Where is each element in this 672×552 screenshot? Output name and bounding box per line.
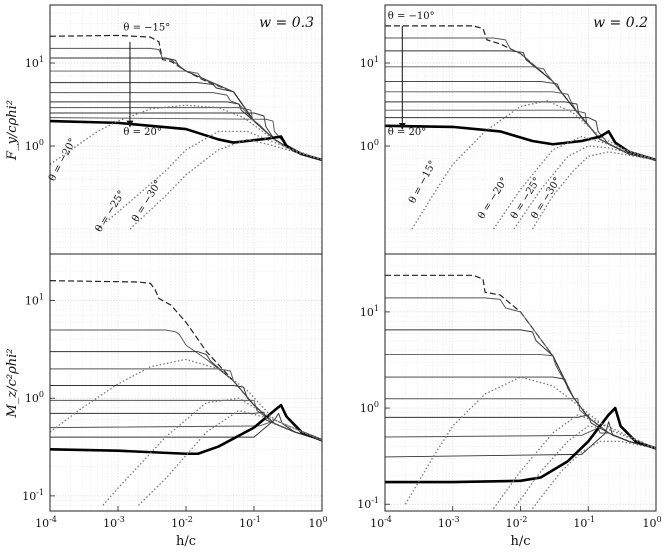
series-line-9: [385, 124, 656, 162]
y-tick-label: 101: [25, 293, 44, 308]
series-line-12: [513, 425, 656, 509]
x-tick-label: 10-2: [171, 515, 193, 530]
x-axis-label: h/c: [510, 534, 530, 549]
y-axis-label: M_z/c²ρhi²: [5, 349, 20, 419]
plot-frame: [384, 253, 657, 512]
series-line-12: [138, 409, 322, 506]
x-tick-label: 10-4: [35, 515, 57, 530]
y-tick-label: 100: [25, 390, 44, 405]
series-line-11: [493, 135, 656, 230]
series-line-13: [531, 151, 656, 230]
y-tick-label: 100: [25, 138, 44, 153]
series-line-2: [50, 57, 322, 161]
series-line-13: [129, 138, 322, 230]
y-tick-label: 101: [360, 55, 379, 70]
series-line-11: [50, 104, 322, 165]
y-tick-label: 101: [25, 55, 44, 70]
x-tick-label: 10-1: [239, 515, 261, 530]
x-tick-label: 10-3: [103, 515, 125, 530]
y-tick-label: 10-1: [357, 496, 379, 511]
series-group: [385, 274, 656, 510]
y-tick-label: 10-1: [22, 488, 44, 503]
y-tick-label: 100: [360, 400, 379, 415]
theta-annotation: θ = −20°: [47, 137, 79, 184]
y-tick-label: 101: [360, 304, 379, 319]
chart-panel-p22: 10-1 100 101 10-4 10-3 10-2 10-1 100 h/c: [357, 253, 662, 549]
theta-annotation: θ = −10°: [388, 11, 435, 22]
chart-panel-p21: 10-1 100 101 10-4 10-3 10-2 10-1 100 h/c M_z/c²ρh…: [5, 253, 328, 549]
x-tick-label: 10-4: [370, 515, 392, 530]
series-group: [50, 34, 322, 230]
series-line-10: [411, 100, 656, 230]
series-group: [50, 280, 322, 506]
series-group: [385, 25, 656, 230]
x-tick-label: 100: [642, 515, 661, 530]
theta-annotation: θ = 20°: [123, 127, 161, 138]
series-line-12: [513, 145, 656, 230]
series-line-10: [404, 376, 656, 505]
series-line-13: [531, 440, 656, 510]
theta-annotation: θ = 20°: [388, 127, 426, 138]
x-axis-label: h/c: [176, 534, 196, 549]
panel-title: w = 0.2: [593, 15, 648, 31]
series-line-8: [385, 421, 656, 458]
grid: [49, 253, 322, 512]
series-line-11: [102, 397, 322, 506]
series-line-10: [50, 119, 322, 162]
chart-panel-p11: 100 101 w = 0.3 F_y/cρhi² θ = −15° θ = 20° θ =…: [5, 4, 323, 255]
x-tick-label: 100: [308, 515, 327, 530]
grid: [384, 253, 656, 511]
series-line-9: [50, 403, 322, 456]
y-tick-label: 100: [360, 138, 379, 153]
plot-frame: [49, 253, 323, 512]
series-line-8: [385, 117, 656, 161]
theta-annotation: θ = −15°: [123, 23, 170, 34]
panel-title: w = 0.3: [259, 15, 314, 31]
series-line-11: [493, 414, 656, 509]
y-axis-label: F_y/cρhi²: [5, 100, 20, 161]
series-line-10: [50, 358, 322, 441]
series-line-8: [50, 412, 322, 441]
theta-annotation: θ = −15°: [407, 159, 439, 206]
series-line-12: [97, 130, 322, 230]
theta-annotation: θ = −25°: [94, 189, 128, 235]
x-tick-label: 10-2: [506, 515, 528, 530]
series-line-9: [385, 406, 656, 484]
x-tick-label: 10-1: [573, 515, 595, 530]
x-tick-label: 10-3: [438, 515, 460, 530]
